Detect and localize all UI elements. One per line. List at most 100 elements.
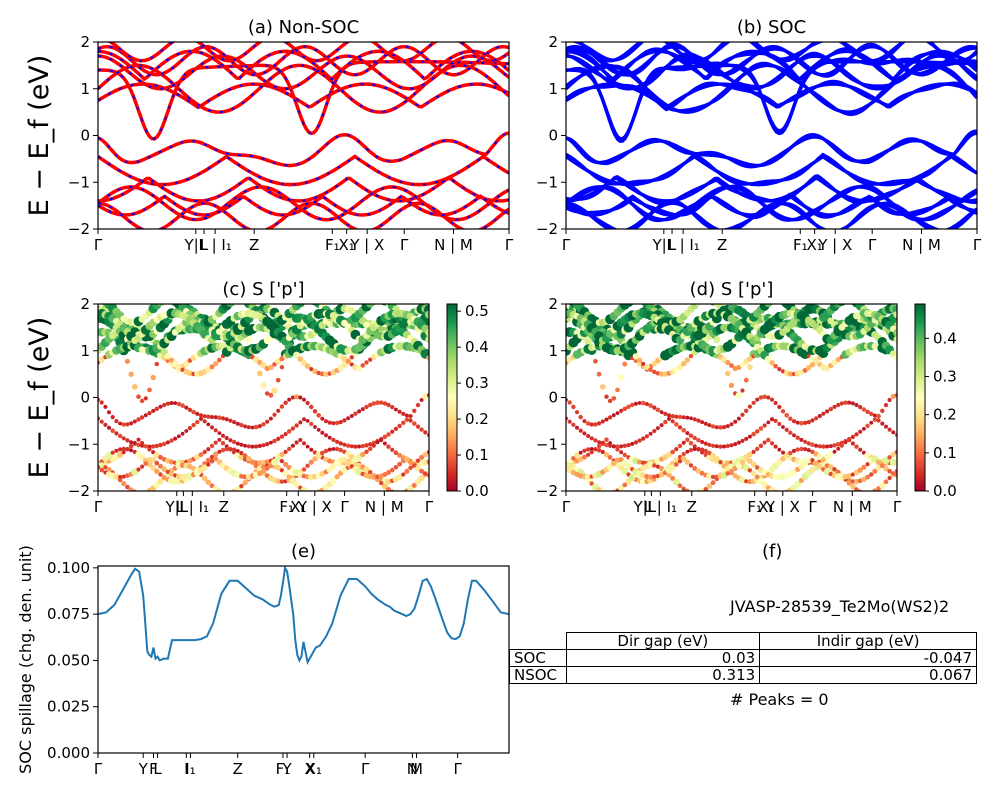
band-point [754,474,760,480]
band-point [187,370,193,377]
band-point [118,421,122,426]
band-point [893,458,897,466]
band-point [589,436,594,441]
band-point [615,411,620,415]
band-point [677,443,683,449]
band-point [205,479,211,485]
band-point [821,411,826,416]
band-point [806,420,811,425]
band-point [803,420,808,425]
band-point [220,447,226,453]
band-point [622,361,628,367]
band-point [390,405,395,410]
band-point [619,450,624,455]
band-point [308,296,315,303]
band-point [99,467,104,473]
band-point [169,438,174,443]
band-point [293,481,300,488]
band-point [784,413,789,418]
band-point [618,374,625,381]
band-point [305,463,310,468]
band-point [706,473,713,480]
band-point [349,414,354,418]
band-point [239,450,244,456]
band-point [271,387,278,394]
y-tick-label: −1 [536,173,558,191]
band-point [147,411,152,416]
band-point [365,304,375,308]
y-tick-label: 2 [80,295,90,313]
band-point [626,443,631,448]
colorbar-tick-label: 0.3 [933,368,957,386]
band-line [98,131,509,168]
band-point [846,473,852,479]
y-tick-label: −2 [68,220,90,238]
band-point [648,403,653,408]
band-point [692,417,697,422]
band-point [893,354,897,362]
band-point [226,304,235,307]
band-point [685,449,690,454]
band-point [604,394,609,399]
x-tick-label: Y|L [164,498,188,516]
band-point [404,456,410,462]
band-point [382,441,387,446]
band-point [788,416,793,421]
band-point [338,420,343,425]
band-point [158,463,163,469]
band-point [245,336,253,343]
band-point [729,363,734,368]
x-tick-label: Γ [893,498,902,516]
band-point [887,397,892,403]
band-point [792,448,796,453]
band-point [118,474,123,480]
band-point [121,474,126,479]
band-point [302,397,306,402]
band-point [876,418,881,423]
band-point [663,411,668,416]
band-point [201,464,208,471]
x-tick-label: Γ [361,760,370,778]
band-point [272,412,277,417]
x-tick-label: N [407,760,418,778]
band-point [879,482,886,489]
band-point [729,443,734,448]
band-point [110,450,115,455]
band-point [729,468,734,474]
band-point [147,447,152,452]
band-point [386,402,391,408]
band-point [893,335,897,343]
band-point [180,431,185,436]
band-point [154,443,159,449]
band-point [810,418,815,423]
band-point [386,470,391,475]
band-point [220,416,226,421]
band-point [345,358,351,364]
x-tick-label: X [305,760,315,778]
band-point [681,440,686,445]
band-point [611,413,616,418]
band-point [357,409,362,414]
band-point [582,419,587,424]
band-point [688,463,694,468]
band-line-split [566,57,977,143]
band-point [586,447,591,452]
band-point [674,462,679,467]
band-point [268,364,274,371]
band-point [619,408,624,413]
band-point [817,414,822,418]
band-point [275,464,282,471]
band-point [714,425,719,430]
band-point [114,431,119,436]
band-point [290,443,295,448]
band-point [202,419,207,424]
band-point [129,421,134,426]
band-point [168,471,175,477]
band-point [261,422,266,427]
band-point [611,460,617,467]
colorbar-tick-label: 0.3 [465,374,489,392]
x-tick-label: Γ [425,498,434,516]
band-point [861,464,867,470]
band-point [364,404,369,410]
